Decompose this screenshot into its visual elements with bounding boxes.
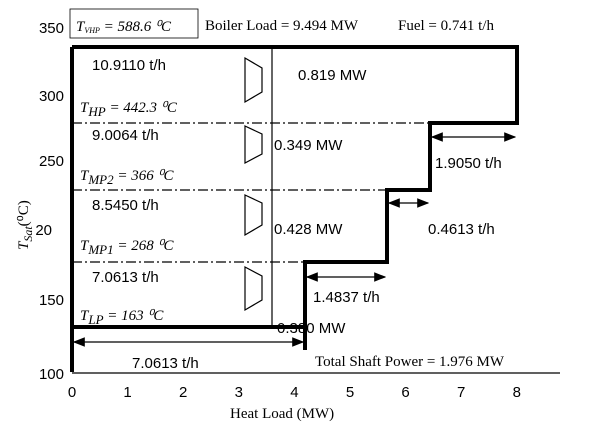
side-flow: 0.4613 t/h (428, 221, 495, 238)
vhp-box (69, 8, 199, 39)
x-tick-label: 0 (68, 384, 76, 401)
total-power: Total Shaft Power = 1.976 MW (315, 354, 505, 370)
side-flow: 1.4837 t/h (313, 289, 380, 306)
y-tick-label: 350 (39, 20, 64, 37)
stage-temp: THP = 442.3 ⁰C (80, 100, 178, 119)
y-ticks: 100 150 20 250 300 350 (35, 20, 64, 383)
side-flow: 1.9050 t/h (435, 155, 502, 172)
x-tick-label: 3 (235, 384, 243, 401)
x-tick-label: 6 (401, 384, 409, 401)
y-tick-label: 250 (39, 153, 64, 170)
stage-power: 0.428 MW (274, 221, 343, 238)
stage-power: 0.819 MW (298, 67, 367, 84)
x-tick-label: 4 (290, 384, 298, 401)
y-tick-label: 150 (39, 292, 64, 309)
vhp-temp: TVHP = 588.6 ⁰C (76, 19, 172, 35)
fuel: Fuel = 0.741 t/h (398, 18, 494, 34)
x-tick-label: 5 (346, 384, 354, 401)
x-ticks: 0 1 2 3 4 5 6 7 8 (68, 384, 521, 401)
stage-temp: TMP1 = 268 ⁰C (80, 238, 175, 257)
bottom-flow: 7.0613 t/h (132, 355, 199, 372)
y-tick-label: 20 (35, 222, 52, 239)
stage-flow: 8.5450 t/h (92, 197, 159, 214)
turbine (244, 56, 263, 104)
x-label: Heat Load (MW) (230, 406, 334, 422)
x-tick-label: 7 (457, 384, 465, 401)
stage-flow: 7.0613 t/h (92, 269, 159, 286)
turbines (244, 56, 263, 312)
x-tick-label: 2 (179, 384, 187, 401)
x-tick-label: 1 (123, 384, 131, 401)
turbine (244, 194, 263, 237)
turbine (244, 125, 263, 164)
stage-power: 0.349 MW (274, 137, 343, 154)
turbine (244, 266, 263, 312)
y-label: TSat(⁰C) (16, 200, 35, 250)
stage-flow: 9.0064 t/h (92, 127, 159, 144)
stage-power: 0.380 MW (277, 320, 346, 337)
profile (72, 45, 519, 350)
y-tick-label: 100 (39, 366, 64, 383)
stage-temp: TLP = 163 ⁰C (80, 308, 164, 327)
stage-flow: 10.9110 t/h (92, 57, 166, 74)
y-tick-label: 300 (39, 88, 64, 105)
boiler-load: Boiler Load = 9.494 MW (205, 18, 359, 34)
x-tick-label: 8 (513, 384, 521, 401)
stage-temp: TMP2 = 366 ⁰C (80, 168, 175, 187)
